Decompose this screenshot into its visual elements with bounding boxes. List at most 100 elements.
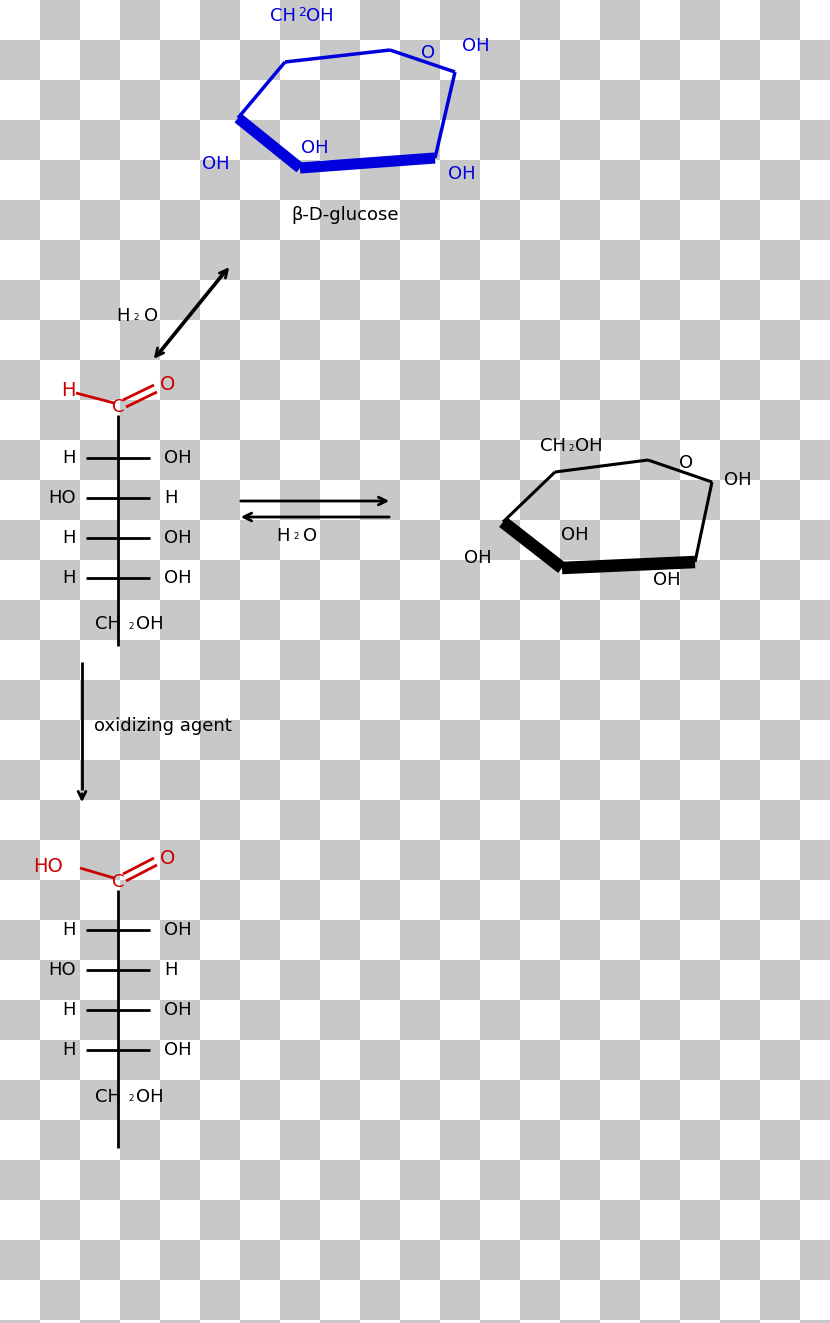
Bar bbox=[480, 1200, 520, 1240]
Bar bbox=[800, 1160, 830, 1200]
Bar bbox=[360, 1279, 400, 1320]
Bar bbox=[760, 360, 800, 400]
Bar bbox=[280, 919, 320, 960]
Bar bbox=[280, 1121, 320, 1160]
Bar bbox=[200, 919, 240, 960]
Bar bbox=[720, 520, 760, 560]
Bar bbox=[400, 1200, 440, 1240]
Bar bbox=[240, 1000, 280, 1040]
Bar bbox=[360, 1240, 400, 1279]
Bar bbox=[0, 400, 40, 441]
Bar bbox=[200, 1320, 240, 1323]
Bar bbox=[720, 640, 760, 680]
Bar bbox=[120, 880, 160, 919]
Bar bbox=[160, 360, 200, 400]
Bar bbox=[200, 280, 240, 320]
Bar bbox=[360, 1080, 400, 1121]
Bar bbox=[560, 0, 600, 40]
Bar bbox=[480, 239, 520, 280]
Bar bbox=[0, 1240, 40, 1279]
Bar bbox=[440, 560, 480, 601]
Bar bbox=[440, 200, 480, 239]
Bar bbox=[80, 880, 120, 919]
Bar bbox=[280, 1160, 320, 1200]
Bar bbox=[440, 880, 480, 919]
Bar bbox=[360, 680, 400, 720]
Bar bbox=[360, 880, 400, 919]
Bar bbox=[0, 200, 40, 239]
Bar bbox=[480, 759, 520, 800]
Bar bbox=[640, 640, 680, 680]
Bar bbox=[0, 40, 40, 79]
Bar bbox=[560, 1320, 600, 1323]
Bar bbox=[800, 720, 830, 759]
Bar bbox=[400, 280, 440, 320]
Bar bbox=[200, 1200, 240, 1240]
Bar bbox=[160, 520, 200, 560]
Bar bbox=[80, 360, 120, 400]
Bar bbox=[520, 880, 560, 919]
Bar bbox=[320, 120, 360, 160]
Bar bbox=[80, 800, 120, 840]
Bar bbox=[320, 239, 360, 280]
Bar bbox=[480, 640, 520, 680]
Bar bbox=[200, 1279, 240, 1320]
Bar bbox=[120, 1160, 160, 1200]
Bar bbox=[160, 400, 200, 441]
Bar bbox=[720, 720, 760, 759]
Text: HO: HO bbox=[48, 960, 76, 979]
Text: CH: CH bbox=[95, 1088, 121, 1106]
Bar bbox=[720, 919, 760, 960]
Bar bbox=[320, 840, 360, 880]
Text: OH: OH bbox=[561, 527, 588, 544]
Bar bbox=[680, 520, 720, 560]
Bar bbox=[480, 520, 520, 560]
Bar bbox=[760, 239, 800, 280]
Bar bbox=[320, 919, 360, 960]
Bar bbox=[800, 360, 830, 400]
Bar bbox=[0, 720, 40, 759]
Bar bbox=[560, 759, 600, 800]
Bar bbox=[40, 1279, 80, 1320]
Bar bbox=[0, 1040, 40, 1080]
Bar bbox=[480, 320, 520, 360]
Bar bbox=[480, 1240, 520, 1279]
Bar bbox=[120, 1000, 160, 1040]
Bar bbox=[40, 1121, 80, 1160]
Bar bbox=[480, 960, 520, 1000]
Bar bbox=[280, 1000, 320, 1040]
Bar bbox=[720, 1121, 760, 1160]
Bar bbox=[600, 280, 640, 320]
Bar bbox=[120, 360, 160, 400]
Bar bbox=[280, 1320, 320, 1323]
Bar bbox=[320, 640, 360, 680]
Bar bbox=[720, 680, 760, 720]
Bar bbox=[360, 200, 400, 239]
Bar bbox=[680, 160, 720, 200]
Bar bbox=[240, 441, 280, 480]
Bar bbox=[40, 200, 80, 239]
Bar bbox=[480, 1080, 520, 1121]
Bar bbox=[640, 1320, 680, 1323]
Bar bbox=[320, 320, 360, 360]
Bar bbox=[440, 1320, 480, 1323]
Bar bbox=[40, 800, 80, 840]
Bar bbox=[280, 1080, 320, 1121]
Bar bbox=[360, 40, 400, 79]
Bar bbox=[0, 1000, 40, 1040]
Bar bbox=[680, 960, 720, 1000]
Bar bbox=[160, 1279, 200, 1320]
Bar bbox=[720, 1279, 760, 1320]
Bar bbox=[600, 320, 640, 360]
Bar bbox=[480, 560, 520, 601]
Bar bbox=[440, 1160, 480, 1200]
Bar bbox=[720, 601, 760, 640]
Bar bbox=[120, 200, 160, 239]
Bar bbox=[120, 919, 160, 960]
Bar bbox=[600, 441, 640, 480]
Bar bbox=[160, 120, 200, 160]
Bar bbox=[120, 960, 160, 1000]
Bar bbox=[600, 400, 640, 441]
Bar bbox=[120, 400, 160, 441]
Bar bbox=[680, 1080, 720, 1121]
